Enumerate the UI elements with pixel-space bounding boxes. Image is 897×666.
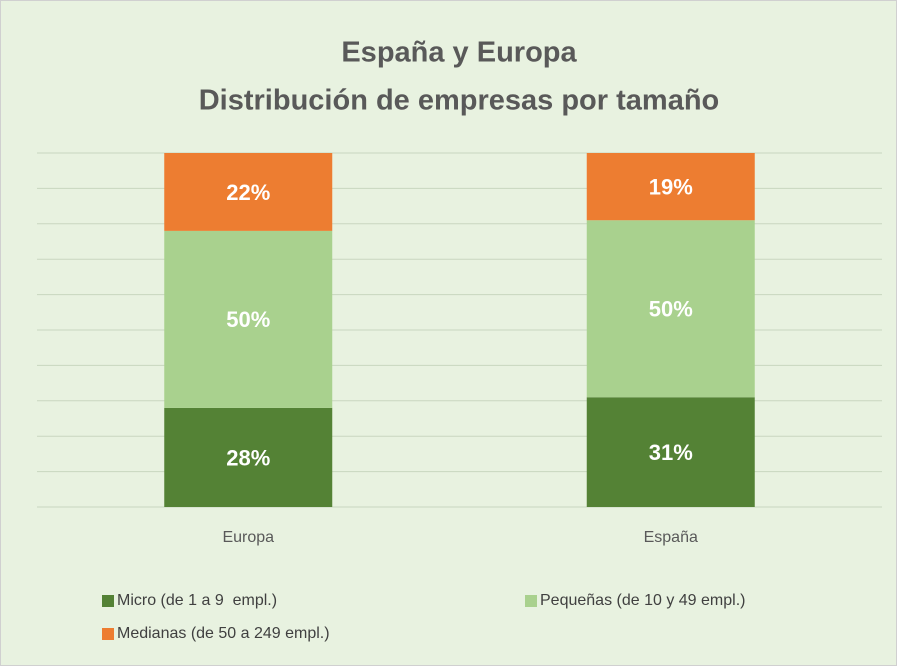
bar-segment [586, 153, 755, 221]
bar-segment [164, 153, 333, 231]
x-tick-label: España [644, 529, 698, 546]
legend-swatch [102, 595, 114, 607]
legend-label: Micro (de 1 a 9 empl.) [117, 592, 277, 609]
legend-swatch [102, 628, 114, 640]
data-label: 22% [226, 180, 270, 205]
legend-label: Pequeñas (de 10 y 49 empl.) [540, 592, 745, 609]
bar-segment [586, 397, 755, 507]
legend-label: Medianas (de 50 a 249 empl.) [117, 625, 330, 642]
data-label: 50% [226, 307, 270, 332]
data-label: 28% [226, 445, 270, 470]
chart-title: España y Europa [341, 37, 577, 69]
bar-segment [164, 230, 333, 408]
bar-segment [586, 220, 755, 398]
x-tick-label: Europa [222, 529, 274, 546]
data-label: 50% [649, 297, 693, 322]
data-label: 31% [649, 440, 693, 465]
legend-swatch [525, 595, 537, 607]
data-label: 19% [649, 174, 693, 199]
bar-segment [164, 407, 333, 507]
chart-subtitle: Distribución de empresas por tamaño [199, 85, 720, 117]
